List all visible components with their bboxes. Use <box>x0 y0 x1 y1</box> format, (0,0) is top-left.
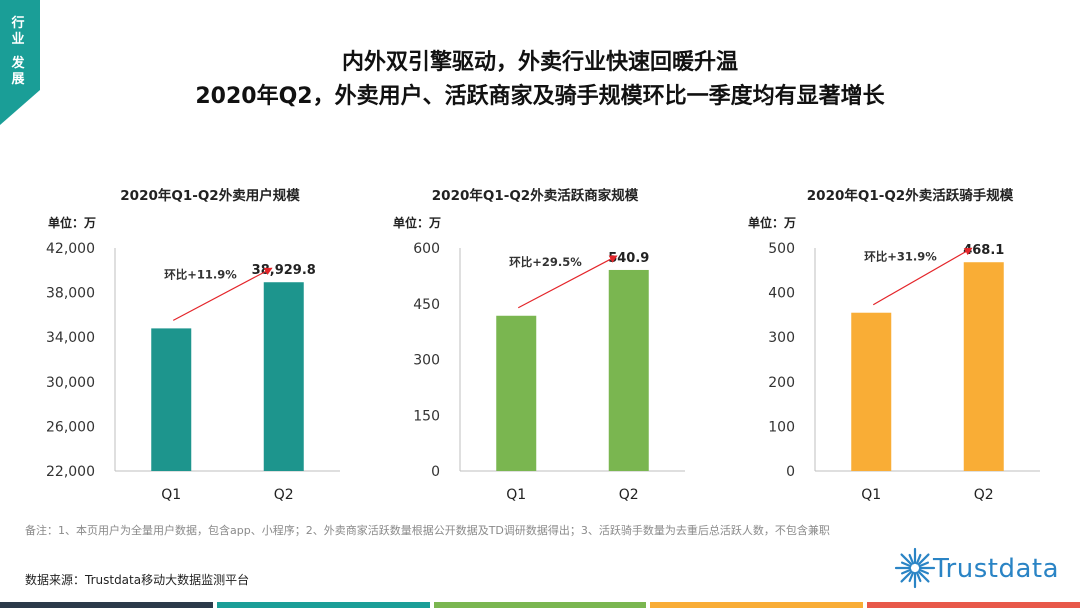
y-tick-label: 0 <box>431 464 440 480</box>
chart-title: 2020年Q1-Q2外卖用户规模 <box>120 188 300 204</box>
data-label: 38,929.8 <box>252 263 316 278</box>
bar <box>608 269 649 471</box>
logo-ray <box>900 561 912 568</box>
y-tick-label: 0 <box>786 464 795 480</box>
y-tick-label: 22,000 <box>46 464 95 480</box>
chart-title: 2020年Q1-Q2外卖活跃骑手规模 <box>806 188 1014 204</box>
x-tick-label: Q1 <box>861 487 881 503</box>
section-tab-char: 发 <box>11 56 25 71</box>
y-tick-label: 42,000 <box>46 241 95 257</box>
y-tick-label: 300 <box>768 330 795 346</box>
logo-ray <box>900 570 913 583</box>
y-tick-label: 500 <box>768 241 795 257</box>
chart-title: 2020年Q1-Q2外卖活跃商家规模 <box>431 188 639 204</box>
logo-ray <box>917 570 930 583</box>
page-title-line1: 内外双引擎驱动，外卖行业快速回暖升温 <box>341 50 738 75</box>
y-tick-label: 30,000 <box>46 375 95 391</box>
data-source: 数据来源：Trustdata移动大数据监测平台 <box>25 573 250 587</box>
y-tick-label: 150 <box>413 408 440 424</box>
growth-annotation: 环比+29.5% <box>509 255 582 269</box>
logo-ray <box>915 571 922 583</box>
logo-text: Trustdata <box>933 554 1060 584</box>
chart-panel-merchants: 2020年Q1-Q2外卖活跃商家规模 单位：万 0 150 300 450 600 Q1 Q… <box>365 178 705 518</box>
y-tick-label: 300 <box>413 353 440 369</box>
x-tick-label: Q2 <box>974 487 994 503</box>
bar-chart-riders: 0 100 200 300 400 500 Q1 Q2 468.1 环比+31.9% <box>768 241 1040 503</box>
unit-label: 单位：万 <box>48 216 97 230</box>
logo-ray <box>915 553 922 565</box>
unit-label: 单位：万 <box>748 216 797 230</box>
logo-ray <box>908 553 915 565</box>
bottom-bar-segment <box>433 602 647 608</box>
growth-arrow <box>872 247 973 306</box>
growth-annotation: 环比+11.9% <box>164 267 237 281</box>
chart-panel-riders: 2020年Q1-Q2外卖活跃骑手规模 单位：万 0 100 200 300 400 500… <box>720 178 1060 518</box>
growth-annotation: 环比+31.9% <box>864 249 937 263</box>
growth-arrow <box>517 255 618 309</box>
bar <box>496 315 537 471</box>
bottom-color-bar <box>0 602 1080 608</box>
logo-ray <box>918 561 930 568</box>
data-label: 468.1 <box>963 243 1004 258</box>
page-title-line2: 2020年Q2，外卖用户、活跃商家及骑手规模环比一季度均有显著增长 <box>195 84 885 109</box>
bottom-bar-segment <box>216 602 430 608</box>
bar <box>851 312 892 471</box>
bar <box>151 328 192 471</box>
y-tick-label: 100 <box>768 419 795 435</box>
y-tick-label: 450 <box>413 297 440 313</box>
bar <box>963 262 1004 471</box>
trustdata-logo: Trustdata <box>893 538 1073 594</box>
data-label: 540.9 <box>608 251 649 266</box>
y-tick-label: 400 <box>768 286 795 302</box>
y-tick-label: 600 <box>413 241 440 257</box>
sunburst-logo-icon <box>894 547 936 589</box>
bar-chart-users: 22,000 26,000 30,000 34,000 38,000 42,000 Q1 Q2… <box>46 241 340 503</box>
y-tick-label: 26,000 <box>46 419 95 435</box>
x-tick-label: Q1 <box>506 487 526 503</box>
bottom-bar-segment <box>867 602 1080 608</box>
unit-label: 单位：万 <box>393 216 442 230</box>
chart-panel-users: 2020年Q1-Q2外卖用户规模 单位：万 22,000 26,000 30,000… <box>20 178 360 518</box>
bar-chart-merchants: 0 150 300 450 600 Q1 Q2 540.9 环比+29.5% <box>413 241 685 503</box>
logo-ray <box>900 568 912 575</box>
section-tab-char: 行 <box>11 16 25 31</box>
logo-ray <box>918 568 930 575</box>
logo-ray <box>900 553 913 566</box>
section-tab-char: 展 <box>11 72 25 87</box>
section-tab-char: 业 <box>11 32 25 47</box>
section-tab: 行 业 发 展 <box>0 0 40 125</box>
x-tick-label: Q1 <box>161 487 181 503</box>
bottom-bar-segment <box>0 602 213 608</box>
y-tick-label: 34,000 <box>46 330 95 346</box>
x-tick-label: Q2 <box>274 487 294 503</box>
logo-ray <box>917 553 930 566</box>
logo-ray <box>908 571 915 583</box>
footnote: 备注：1、本页用户为全量用户数据，包含app、小程序；2、外卖商家活跃数量根据公… <box>25 524 830 537</box>
y-tick-label: 38,000 <box>46 286 95 302</box>
bottom-bar-segment <box>650 602 864 608</box>
x-tick-label: Q2 <box>619 487 639 503</box>
y-tick-label: 200 <box>768 375 795 391</box>
bar <box>263 282 304 471</box>
growth-arrow <box>172 267 273 321</box>
